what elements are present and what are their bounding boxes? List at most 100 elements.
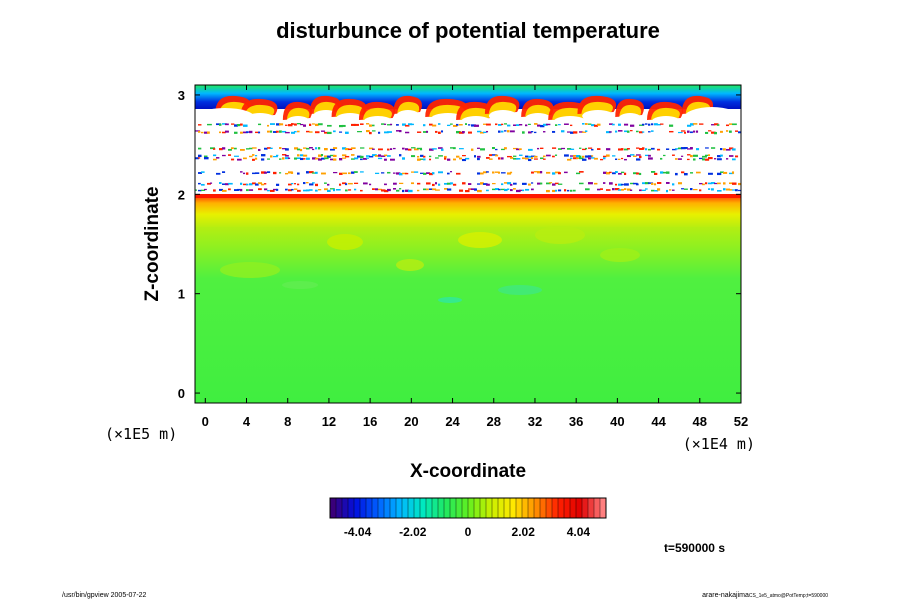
- noise-stripe: [318, 123, 323, 126]
- noise-stripe: [435, 157, 439, 159]
- noise-stripe: [492, 147, 495, 150]
- noise-stripe: [513, 157, 518, 160]
- noise-stripe: [624, 172, 627, 176]
- noise-stripe: [738, 189, 741, 192]
- noise-stripe: [507, 182, 512, 185]
- noise-stripe: [552, 172, 556, 175]
- noise-stripe: [648, 123, 651, 126]
- noise-stripe: [261, 158, 265, 161]
- noise-stripe: [369, 131, 372, 135]
- noise-stripe: [369, 155, 374, 158]
- noise-stripe: [606, 189, 611, 191]
- noise-stripe: [645, 188, 648, 190]
- colorbar-cell: [521, 497, 529, 519]
- mid-eddy-blobs: [220, 226, 640, 303]
- noise-stripe: [648, 157, 653, 160]
- noise-stripe: [423, 188, 427, 191]
- noise-stripe: [219, 148, 223, 151]
- noise-stripe: [555, 189, 558, 192]
- noise-stripe: [366, 123, 370, 125]
- eddy-blob: [438, 297, 462, 303]
- noise-stripe: [270, 155, 273, 158]
- colorbar-cell: [509, 497, 517, 519]
- noise-stripe: [471, 148, 474, 151]
- noise-stripe: [339, 158, 343, 161]
- noise-stripe: [690, 131, 693, 134]
- noise-stripe: [519, 189, 523, 191]
- noise-stripe: [480, 131, 485, 134]
- noise-stripe: [306, 171, 309, 174]
- noise-stripe: [330, 154, 335, 157]
- noise-stripe: [738, 182, 741, 186]
- noise-stripe: [606, 154, 610, 157]
- noise-stripe: [405, 124, 410, 127]
- noise-stripe: [573, 131, 578, 134]
- x-axis-label: X-coordinate: [410, 461, 526, 482]
- noise-stripe: [219, 182, 222, 184]
- noise-stripe: [276, 154, 279, 157]
- noise-stripe: [447, 158, 451, 161]
- noise-stripe: [558, 183, 563, 185]
- noise-stripe: [432, 172, 435, 175]
- noise-stripe: [234, 189, 239, 192]
- noise-stripe: [492, 171, 495, 174]
- noise-stripe: [201, 183, 205, 186]
- noise-stripe: [726, 158, 729, 160]
- noise-stripe: [339, 131, 343, 133]
- colorbar-cell: [557, 497, 565, 519]
- noise-stripe: [504, 130, 507, 132]
- noise-stripe: [684, 147, 688, 149]
- noise-stripe: [411, 147, 416, 149]
- noise-stripe: [402, 172, 407, 175]
- noise-stripe: [345, 183, 348, 186]
- noise-stripe: [609, 131, 612, 133]
- noise-stripe: [396, 130, 401, 132]
- noise-stripe: [654, 123, 658, 126]
- noise-stripe: [579, 182, 584, 185]
- noise-stripe: [699, 189, 702, 192]
- noise-stripe: [441, 148, 444, 151]
- noise-stripe: [501, 148, 505, 151]
- noise-stripe: [243, 183, 248, 186]
- noise-stripe: [486, 189, 489, 192]
- noise-stripe: [513, 124, 517, 126]
- noise-stripe: [258, 188, 262, 191]
- noise-stripe: [735, 155, 739, 158]
- noise-stripe: [201, 131, 204, 134]
- eddy-gap: [582, 110, 614, 122]
- colorbar-cell: [365, 497, 373, 519]
- noise-stripe: [555, 124, 558, 126]
- noise-stripe: [603, 155, 607, 158]
- noise-stripe: [294, 188, 298, 190]
- noise-stripe: [237, 158, 242, 161]
- noise-stripe: [294, 131, 297, 133]
- noise-stripe: [729, 182, 733, 185]
- noise-stripe: [570, 131, 574, 134]
- plot-area: [195, 85, 741, 403]
- noise-stripe: [432, 148, 437, 150]
- noise-stripe: [552, 155, 555, 158]
- noise-stripe: [228, 188, 231, 191]
- noise-stripe: [657, 124, 661, 126]
- noise-stripe: [687, 154, 691, 156]
- y-axis-ticks: 0 1 2 3: [178, 88, 741, 401]
- noise-stripe: [309, 171, 314, 174]
- noise-stripe: [600, 188, 603, 190]
- noise-stripe: [198, 130, 201, 133]
- noise-stripe: [543, 158, 546, 160]
- noise-stripe: [210, 182, 213, 184]
- noise-stripe: [642, 131, 645, 133]
- noise-stripe: [648, 154, 651, 157]
- noise-stripe: [249, 155, 253, 158]
- noise-stripe: [306, 182, 309, 184]
- noise-stripe: [372, 188, 375, 190]
- noise-stripe: [582, 131, 587, 133]
- noise-stripe: [417, 182, 421, 185]
- noise-stripe: [204, 131, 209, 134]
- noise-stripe: [546, 189, 550, 193]
- noise-stripe: [528, 183, 531, 186]
- noise-stripe: [576, 154, 580, 158]
- noise-stripe: [297, 148, 301, 151]
- noise-stripe: [219, 123, 222, 126]
- noise-stripe: [213, 158, 217, 161]
